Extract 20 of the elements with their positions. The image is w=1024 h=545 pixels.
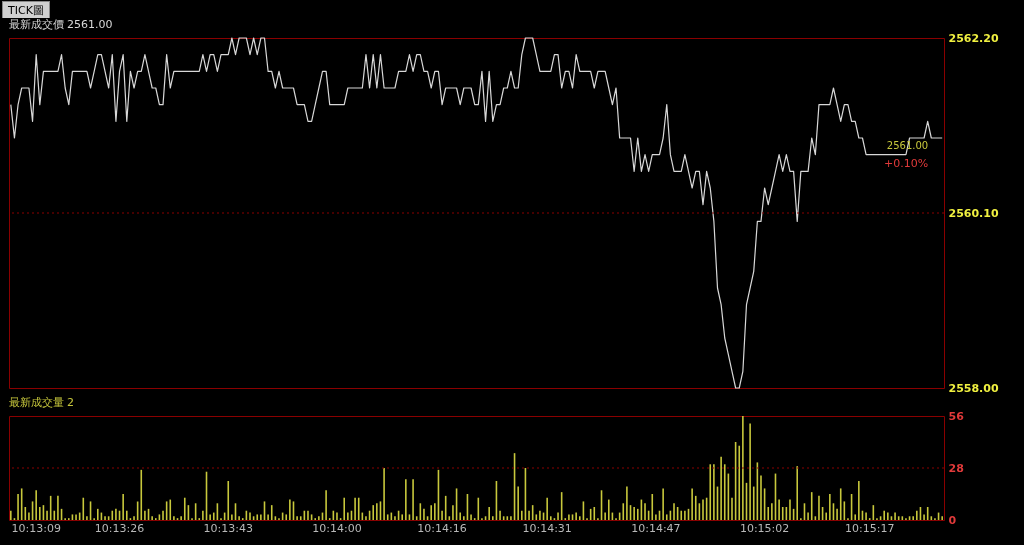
x-tick-label: 10:13:43 (203, 521, 253, 535)
x-tick-label: 10:14:16 (417, 521, 467, 535)
line-series (10, 37, 943, 389)
y-tick-label: 2562.20 (948, 31, 999, 45)
y-tick-label: 2558.00 (948, 381, 999, 395)
x-tick-label: 10:15:17 (845, 521, 895, 535)
y-tick-label: 2560.10 (948, 206, 999, 220)
x-tick-label: 10:14:31 (522, 521, 572, 535)
x-tick-label: 10:14:47 (631, 521, 681, 535)
annotation: +0.10% (884, 157, 929, 170)
y-tick-label: 56 (948, 409, 965, 423)
text: TICK圖 (8, 4, 44, 17)
y-tick-label: 0 (948, 513, 957, 527)
chart-title: 最新成交量 2 (8, 396, 74, 409)
x-tick-label: 10:13:09 (11, 521, 61, 535)
x-tick-label: 10:13:26 (94, 521, 145, 535)
x-tick-label: 10:15:02 (739, 521, 790, 535)
y-tick-label: 28 (948, 461, 964, 475)
chart-title: 最新成交價 2561.00 (8, 18, 113, 31)
x-tick-label: 10:14:00 (312, 521, 362, 535)
